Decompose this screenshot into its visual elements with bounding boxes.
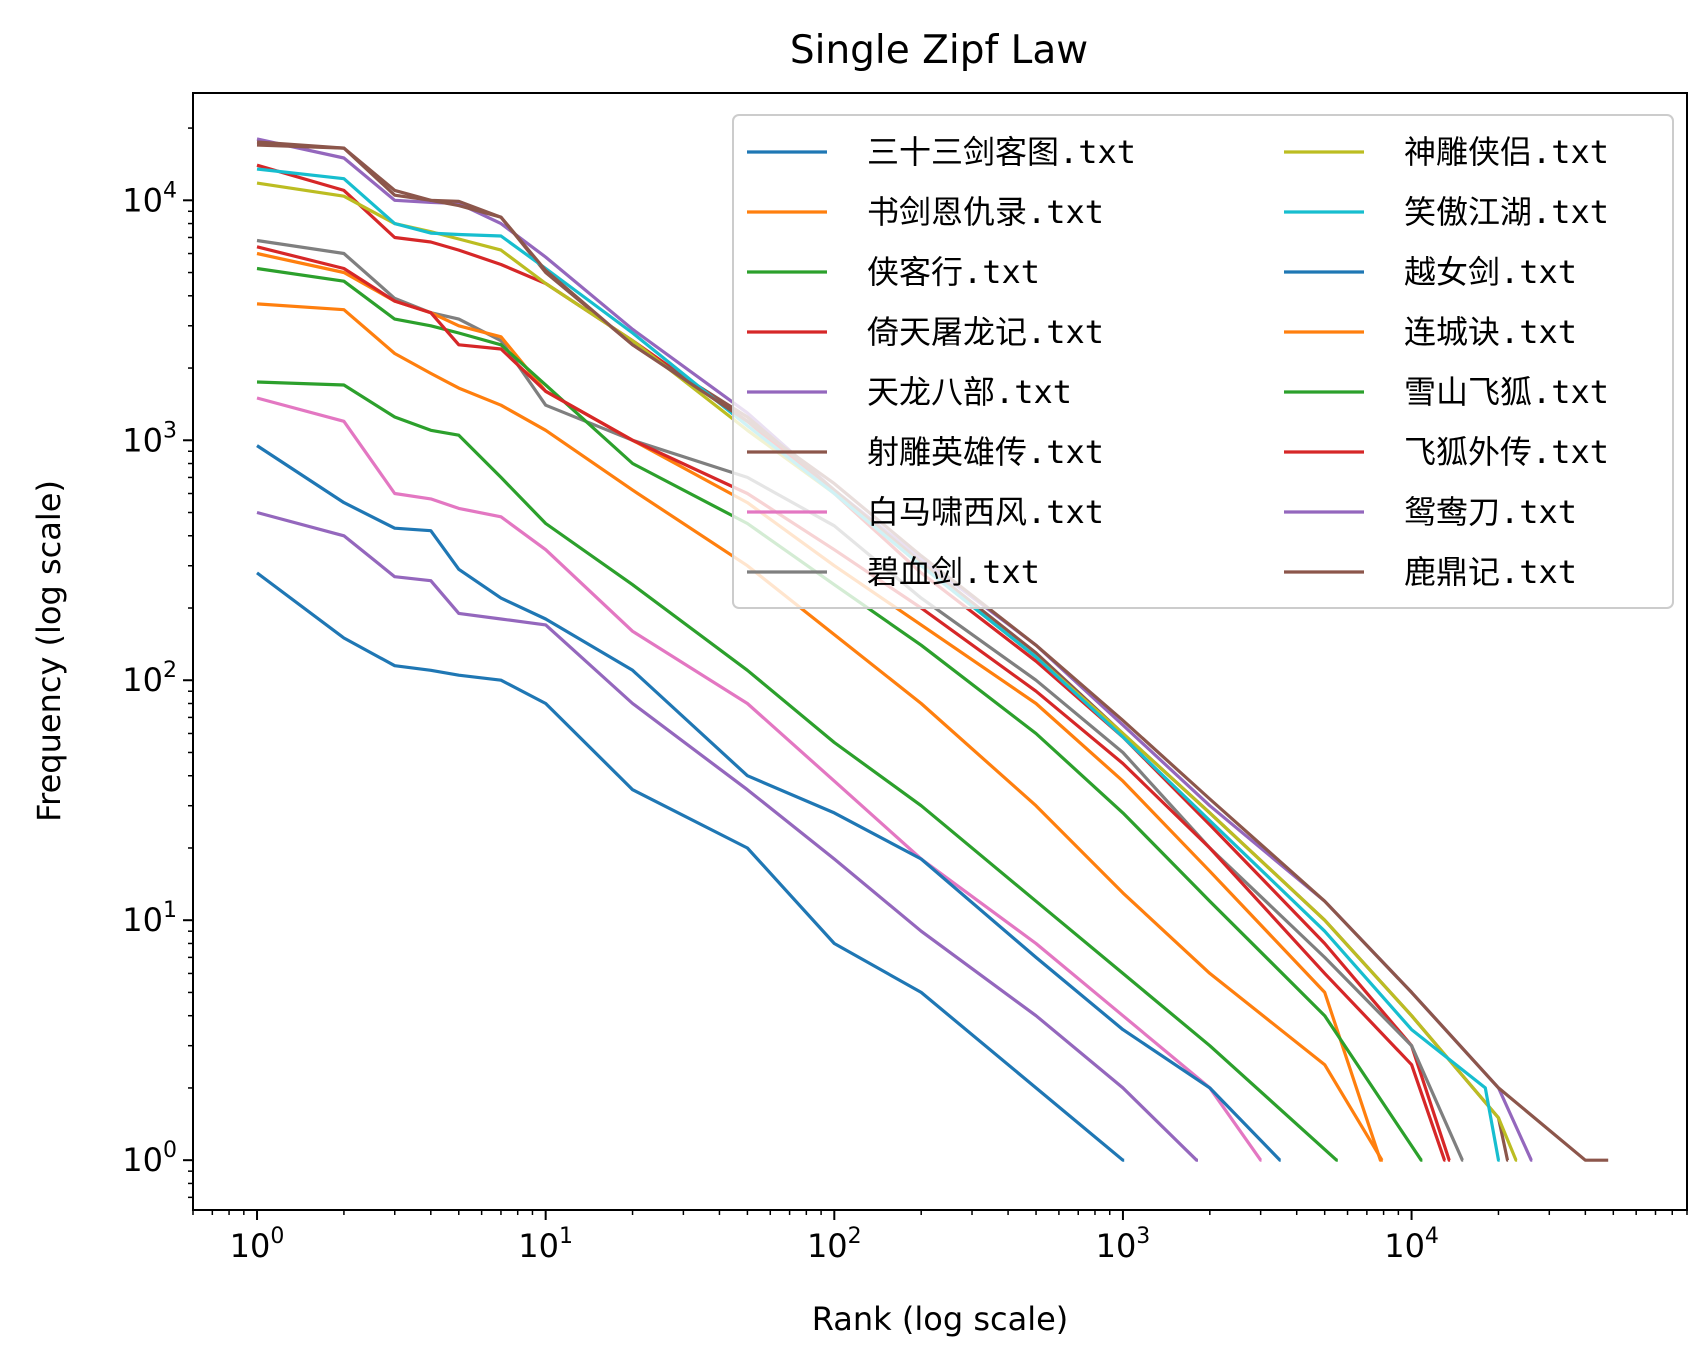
legend-label: 雪山飞狐.txt [1404, 373, 1609, 411]
y-tick-label: 104 [122, 178, 177, 219]
legend-label: 飞狐外传.txt [1404, 433, 1609, 471]
legend-label: 侠客行.txt [867, 253, 1040, 291]
legend: 三十三剑客图.txt 书剑恩仇录.txt 侠客行.txt 倚天屠龙记.txt 天龙八部.… [732, 114, 1674, 609]
legend-label: 倚天屠龙记.txt [867, 313, 1104, 351]
legend-label: 鸳鸯刀.txt [1404, 493, 1577, 531]
legend-label: 射雕英雄传.txt [867, 433, 1104, 471]
series-line-10 [256, 444, 1282, 1162]
y-axis: 100 101 102 103 104 [122, 127, 193, 1199]
y-tick-label: 100 [122, 1138, 177, 1179]
x-tick-label: 100 [230, 1224, 285, 1265]
x-tick-label: 102 [807, 1224, 862, 1265]
x-axis: 100 101 102 103 104 [192, 1210, 1688, 1265]
legend-label: 书剑恩仇录.txt [867, 193, 1104, 231]
y-tick-label: 103 [122, 418, 177, 459]
chart-title: Single Zipf Law [790, 28, 1088, 73]
series-line-2 [256, 380, 1339, 1162]
legend-label: 碧血剑.txt [867, 553, 1040, 591]
legend-label: 连城诀.txt [1404, 313, 1577, 351]
legend-label: 笑傲江湖.txt [1404, 193, 1609, 231]
y-tick-label: 102 [122, 658, 177, 699]
x-axis-label: Rank (log scale) [812, 1300, 1069, 1338]
y-axis-label: Frequency (log scale) [30, 480, 68, 822]
series-line-6 [256, 396, 1263, 1162]
legend-label: 神雕侠侣.txt [1404, 133, 1609, 171]
series-line-14 [256, 510, 1199, 1162]
legend-box [732, 114, 1674, 609]
series-line-0 [256, 571, 1125, 1162]
plot-frame [192, 92, 1688, 1211]
legend-label: 越女剑.txt [1404, 253, 1577, 291]
legend-label: 天龙八部.txt [867, 373, 1072, 411]
legend-label: 鹿鼎记.txt [1404, 553, 1577, 591]
x-tick-label: 104 [1384, 1224, 1439, 1265]
x-tick-label: 103 [1096, 1224, 1151, 1265]
y-tick-label: 101 [122, 898, 177, 939]
x-tick-label: 101 [518, 1224, 573, 1265]
legend-label: 白马啸西风.txt [867, 493, 1104, 531]
legend-label: 三十三剑客图.txt [867, 133, 1136, 171]
